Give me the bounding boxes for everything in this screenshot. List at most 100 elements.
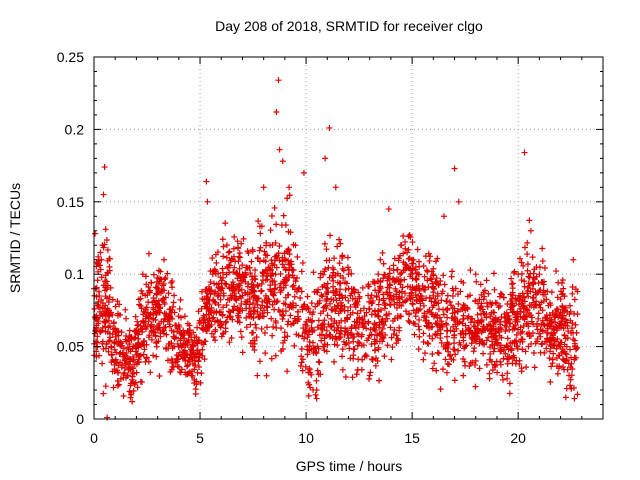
data-point <box>567 376 574 383</box>
data-point <box>365 283 372 290</box>
data-point-key <box>102 226 109 233</box>
data-point <box>280 212 287 219</box>
data-point <box>239 262 246 269</box>
data-point <box>405 256 412 263</box>
data-point <box>326 274 333 281</box>
data-point <box>563 343 570 350</box>
data-point <box>414 306 421 313</box>
data-point <box>100 390 107 397</box>
data-point <box>568 329 575 336</box>
data-point <box>380 260 387 267</box>
data-point <box>519 346 526 353</box>
data-point <box>547 378 554 385</box>
data-point <box>371 320 378 327</box>
data-point <box>156 372 163 379</box>
data-point <box>323 302 330 309</box>
data-point <box>373 338 380 345</box>
data-point <box>229 292 236 299</box>
data-point <box>504 360 511 367</box>
data-point-key <box>521 149 528 156</box>
data-point <box>258 287 265 294</box>
data-point <box>192 362 199 369</box>
data-point <box>350 288 357 295</box>
data-point <box>474 333 481 340</box>
data-point <box>255 255 262 262</box>
data-point <box>170 333 177 340</box>
data-point <box>342 373 349 380</box>
data-point <box>275 306 282 313</box>
y-tick-label: 0.25 <box>57 49 84 65</box>
data-point <box>142 273 149 280</box>
data-point <box>477 304 484 311</box>
data-point <box>552 319 559 326</box>
data-point <box>177 337 184 344</box>
data-point <box>260 277 267 284</box>
data-point <box>102 311 109 318</box>
data-point <box>279 346 286 353</box>
data-point <box>491 361 498 368</box>
data-point-key <box>322 155 329 162</box>
data-point <box>282 308 289 315</box>
data-point <box>567 317 574 324</box>
data-point <box>402 308 409 315</box>
data-point <box>419 297 426 304</box>
data-point <box>145 318 152 325</box>
data-point-key <box>332 184 339 191</box>
data-point <box>336 260 343 267</box>
data-point <box>304 322 311 329</box>
data-point <box>212 337 219 344</box>
data-point <box>211 280 218 287</box>
data-point <box>455 347 462 354</box>
data-point <box>202 338 209 345</box>
data-point <box>362 352 369 359</box>
data-point <box>524 288 531 295</box>
data-point <box>250 282 257 289</box>
data-point <box>120 393 127 400</box>
data-point <box>570 336 577 343</box>
data-point <box>400 250 407 257</box>
data-point <box>533 273 540 280</box>
data-point <box>318 292 325 299</box>
data-point <box>519 290 526 297</box>
data-point <box>261 248 268 255</box>
data-point <box>500 376 506 383</box>
data-point <box>262 350 269 357</box>
data-point <box>453 325 460 332</box>
data-point <box>480 350 487 357</box>
data-point <box>543 329 550 336</box>
data-point-key <box>546 300 553 307</box>
data-point <box>304 351 311 358</box>
data-point <box>527 270 534 277</box>
data-point <box>153 311 160 318</box>
data-point-key <box>515 271 522 278</box>
data-point <box>256 314 263 321</box>
data-point <box>449 268 456 275</box>
data-point-key <box>96 292 103 299</box>
data-point <box>502 350 509 357</box>
data-point <box>510 302 517 309</box>
data-point <box>349 334 356 341</box>
data-point <box>256 358 263 365</box>
data-point <box>236 265 243 272</box>
data-point <box>509 354 516 361</box>
data-point <box>267 227 274 234</box>
data-point <box>237 274 244 281</box>
data-point <box>318 322 325 329</box>
data-point <box>433 275 440 282</box>
data-point <box>176 305 183 312</box>
data-point <box>416 263 423 270</box>
data-point <box>342 279 349 286</box>
data-point <box>186 354 193 361</box>
data-point <box>238 334 245 341</box>
data-point <box>321 347 328 354</box>
data-point <box>440 311 447 318</box>
data-point <box>532 340 539 347</box>
data-point <box>218 333 225 340</box>
data-point <box>323 246 330 253</box>
data-point <box>315 358 322 365</box>
data-point <box>308 324 315 331</box>
data-point <box>239 349 246 356</box>
data-point <box>97 249 104 256</box>
data-point <box>548 363 555 370</box>
data-point <box>106 294 113 301</box>
